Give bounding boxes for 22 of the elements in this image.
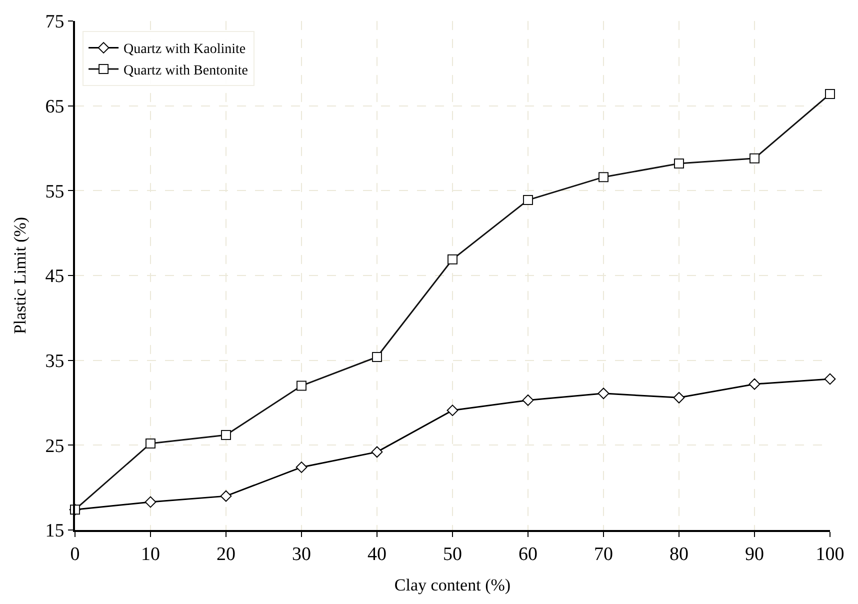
- legend-label: Quartz with Kaolinite: [124, 42, 246, 58]
- legend-label: Quartz with Bentonite: [124, 63, 248, 78]
- x-tick-label: 60: [518, 544, 538, 565]
- x-tick-label: 10: [141, 544, 160, 565]
- x-tick-label: 70: [594, 544, 613, 565]
- x-tick-label: 40: [368, 544, 386, 565]
- y-tick-label: 45: [45, 266, 64, 288]
- y-tick-label: 55: [45, 181, 64, 202]
- x-tick-label: 90: [745, 544, 764, 565]
- x-tick-label: 50: [443, 544, 462, 565]
- y-tick-label: 25: [45, 436, 64, 457]
- y-tick-label: 65: [45, 96, 64, 118]
- x-tick-label: 100: [816, 544, 844, 565]
- y-tick-label: 75: [45, 12, 64, 33]
- y-axis-title: Plastic Limit (%): [10, 216, 30, 334]
- y-tick-label: 15: [45, 520, 64, 542]
- y-tick-label: 35: [45, 350, 64, 372]
- x-tick-label: 80: [670, 544, 688, 565]
- x-tick-label: 0: [70, 544, 80, 565]
- x-axis-title: Clay content (%): [394, 576, 511, 595]
- x-tick-label: 30: [292, 544, 311, 565]
- x-tick-label: 20: [216, 544, 236, 565]
